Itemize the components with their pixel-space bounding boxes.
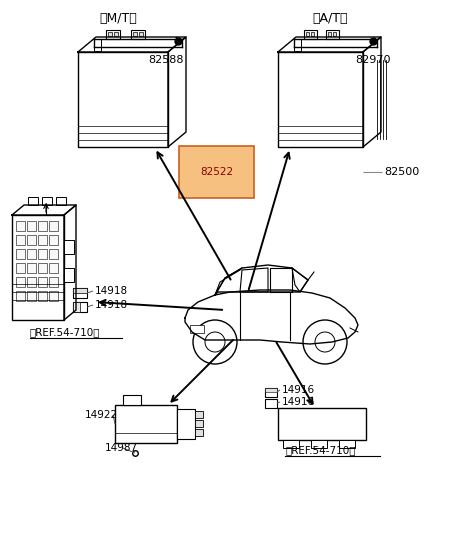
Circle shape	[315, 332, 335, 352]
Bar	[27, 221, 36, 231]
Text: 82970: 82970	[355, 55, 390, 65]
Bar	[265, 388, 277, 392]
Bar	[339, 440, 355, 448]
Bar	[131, 30, 145, 39]
Bar	[27, 291, 36, 301]
Text: 14918: 14918	[95, 286, 128, 296]
Bar	[27, 263, 36, 273]
Text: 14922: 14922	[85, 410, 118, 420]
Bar	[28, 197, 38, 205]
Bar	[133, 32, 137, 36]
Bar	[27, 249, 36, 259]
Bar	[306, 32, 309, 36]
Bar	[49, 263, 58, 273]
Bar	[38, 249, 47, 259]
Text: 14916: 14916	[282, 385, 315, 395]
Bar	[56, 197, 66, 205]
Bar	[16, 291, 25, 301]
Bar	[73, 302, 87, 312]
Bar	[311, 440, 327, 448]
Bar	[311, 32, 314, 36]
Bar	[49, 249, 58, 259]
Bar	[195, 411, 203, 418]
Bar	[139, 32, 143, 36]
Bar	[42, 197, 52, 205]
Text: 82522: 82522	[200, 167, 233, 177]
Bar	[49, 235, 58, 245]
Bar	[38, 263, 47, 273]
Bar	[49, 277, 58, 287]
Bar	[38, 277, 47, 287]
Bar	[38, 221, 47, 231]
Bar	[278, 408, 366, 440]
Text: 82500: 82500	[384, 167, 419, 177]
Bar	[94, 39, 101, 51]
Bar	[64, 268, 74, 282]
Bar	[190, 325, 204, 333]
Bar	[64, 240, 74, 254]
Bar	[16, 249, 25, 259]
Bar	[38, 235, 47, 245]
Bar	[195, 420, 203, 427]
Bar	[177, 409, 195, 439]
Bar	[12, 215, 64, 320]
Text: （A/T）: （A/T）	[312, 11, 348, 25]
Text: （REF.54-710）: （REF.54-710）	[30, 327, 101, 337]
Bar	[73, 288, 87, 293]
Bar	[16, 277, 25, 287]
Bar	[333, 32, 336, 36]
Text: （REF.54-710）: （REF.54-710）	[285, 445, 355, 455]
Bar	[326, 30, 339, 39]
Bar	[27, 277, 36, 287]
Bar	[16, 221, 25, 231]
Bar	[16, 263, 25, 273]
Text: （M/T）: （M/T）	[99, 11, 137, 25]
Bar	[283, 440, 299, 448]
Bar	[73, 288, 87, 298]
Bar	[73, 302, 80, 312]
Bar	[115, 405, 177, 443]
Bar	[38, 291, 47, 301]
Circle shape	[205, 332, 225, 352]
Bar	[27, 235, 36, 245]
Bar	[106, 30, 120, 39]
Bar	[123, 395, 141, 405]
Text: 82588: 82588	[148, 55, 183, 65]
Bar	[49, 221, 58, 231]
Bar	[294, 39, 301, 51]
Bar	[16, 235, 25, 245]
Bar	[265, 399, 277, 408]
Bar	[49, 291, 58, 301]
Bar	[108, 32, 112, 36]
Bar	[114, 32, 118, 36]
Bar	[328, 32, 331, 36]
Bar	[265, 388, 277, 397]
Text: 14918: 14918	[95, 300, 128, 310]
Bar	[195, 429, 203, 436]
Circle shape	[193, 320, 237, 364]
Text: 14987: 14987	[105, 443, 138, 453]
Bar	[304, 30, 317, 39]
Circle shape	[303, 320, 347, 364]
Text: 14916: 14916	[282, 397, 315, 407]
